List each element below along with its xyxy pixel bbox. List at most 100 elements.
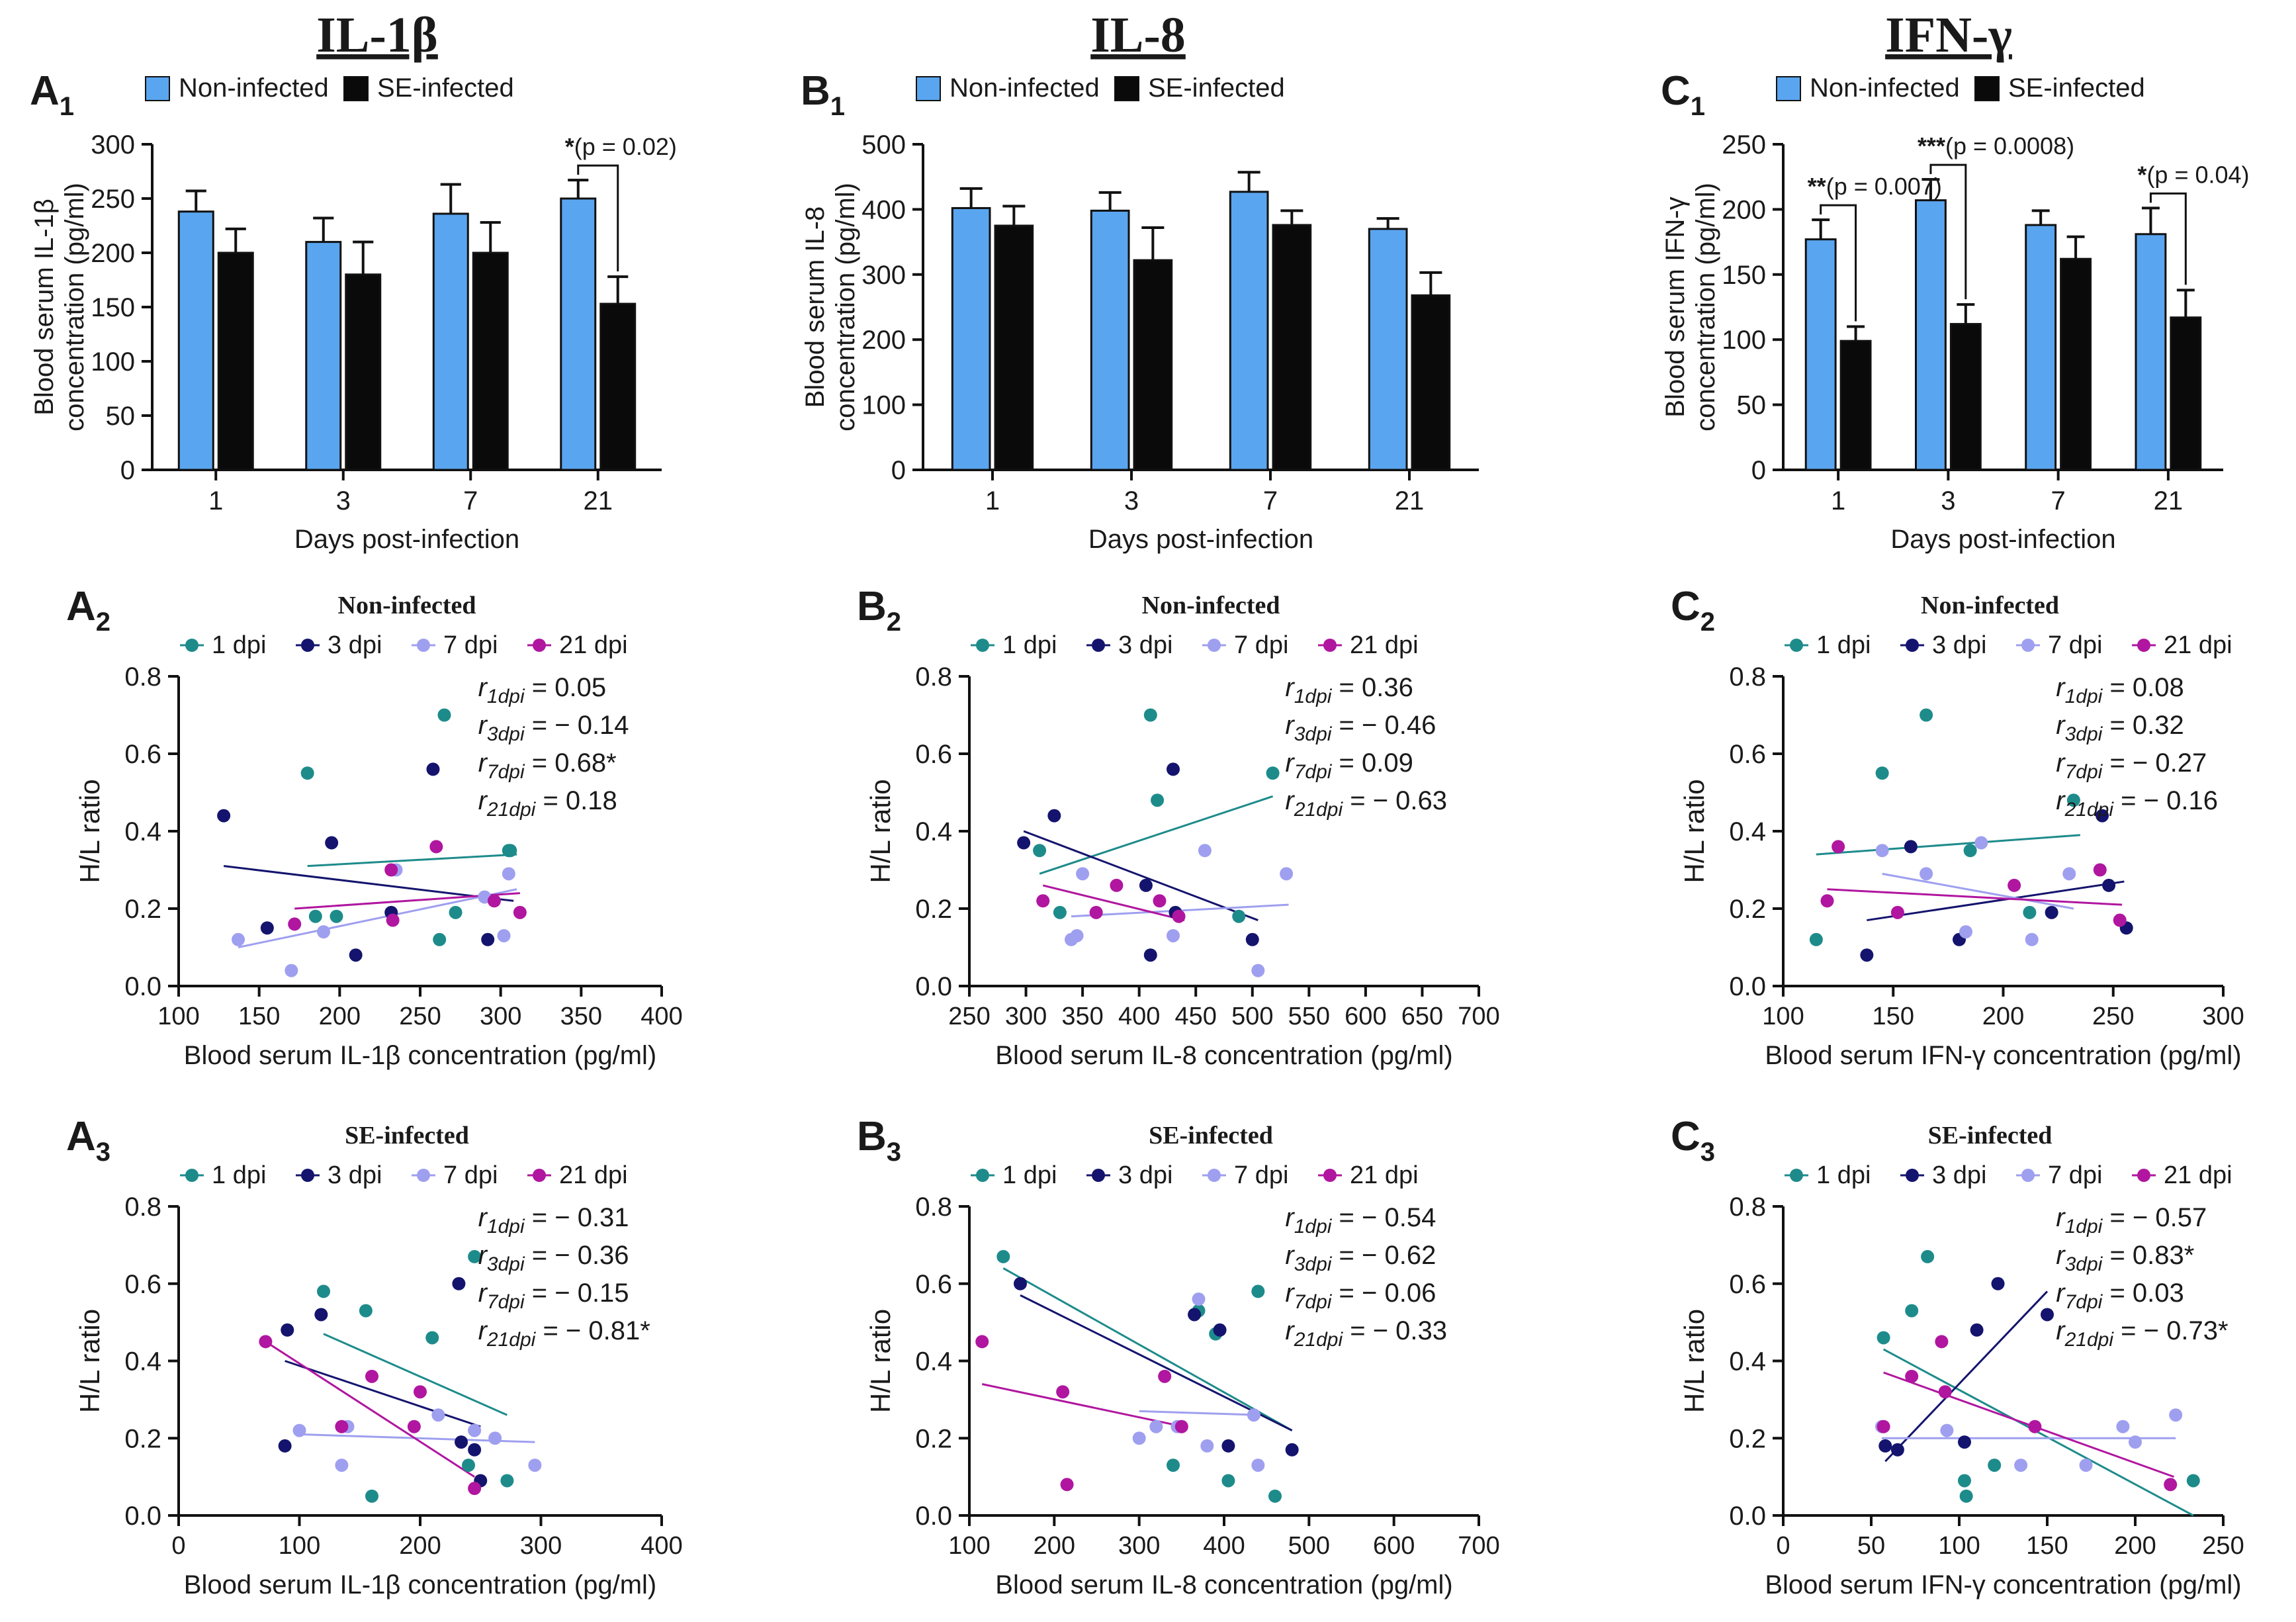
point-7-dpi — [317, 925, 330, 939]
point-1-dpi — [300, 766, 314, 780]
point-3-dpi — [481, 932, 495, 946]
legend-label: SE-infected — [1148, 73, 1285, 103]
bar-non-infected — [560, 197, 597, 471]
correlation-label: r1dpi = − 0.54 — [1285, 1203, 1436, 1238]
legend-swatch — [1114, 76, 1139, 101]
scatter-title: SE-infected — [1928, 1122, 2053, 1149]
bar-se-infected — [1839, 339, 1872, 471]
point-21-dpi — [513, 905, 527, 919]
y-tick-label: 300 — [861, 261, 906, 290]
bar-panel-A1: A1 Non-infected SE-infected 0 50 100 150 200 250… — [30, 68, 677, 554]
point-3-dpi — [1991, 1277, 2005, 1290]
legend-label: 3 dpi — [328, 1161, 382, 1189]
point-21-dpi — [975, 1335, 989, 1349]
bar-se-infected — [1272, 224, 1312, 471]
bar-non-infected — [1368, 228, 1408, 471]
y-tick-label: 0.4 — [124, 817, 161, 846]
x-tick-label: 350 — [1061, 1003, 1103, 1030]
point-1-dpi — [1266, 766, 1280, 780]
legend-dot — [301, 1169, 314, 1182]
y-tick-label: 0.6 — [915, 740, 952, 769]
x-tick-label: 100 — [279, 1532, 320, 1560]
y-tick-label: 0.2 — [1729, 1424, 1766, 1453]
y-tick-label: 200 — [861, 326, 906, 355]
x-tick-label: 500 — [1231, 1003, 1273, 1030]
point-1-dpi — [1988, 1459, 2002, 1472]
point-1-dpi — [2186, 1474, 2200, 1488]
x-axis-title: Blood serum IL-8 concentration (pg/ml) — [995, 1041, 1452, 1070]
y-axis-title: Blood serum IFN-γconcentration (pg/ml) — [1661, 183, 1720, 431]
x-tick-label: 400 — [1118, 1003, 1160, 1030]
point-3-dpi — [314, 1308, 328, 1322]
point-7-dpi — [1959, 925, 1972, 939]
legend-label: Non-infected — [179, 73, 329, 103]
column-title-il8: IL-8 — [1090, 7, 1186, 63]
x-tick-label: 400 — [640, 1532, 682, 1560]
scatter-title: Non-infected — [338, 592, 476, 619]
x-tick-label: 600 — [1345, 1003, 1386, 1030]
legend-dot — [1208, 639, 1221, 652]
x-tick-label: 200 — [1982, 1003, 2024, 1030]
correlation-label: r3dpi = − 0.46 — [1285, 711, 1436, 745]
legend-swatch — [1974, 76, 2000, 101]
x-tick-label: 150 — [238, 1003, 280, 1030]
point-1-dpi — [308, 909, 322, 923]
point-3-dpi — [2102, 878, 2116, 892]
bar-non-infected — [305, 241, 342, 471]
fit-line-3-dpi — [285, 1360, 481, 1428]
point-1-dpi — [1232, 909, 1246, 923]
x-tick-label: 200 — [399, 1532, 441, 1560]
point-1-dpi — [2023, 905, 2037, 919]
correlation-label: r3dpi = − 0.14 — [478, 711, 629, 745]
x-axis-title: Days post-infection — [1088, 525, 1313, 554]
point-21-dpi — [1036, 894, 1050, 908]
correlation-label: r1dpi = − 0.31 — [478, 1203, 629, 1238]
point-21-dpi — [487, 894, 501, 908]
legend-swatch — [916, 76, 941, 101]
point-3-dpi — [1904, 840, 1918, 854]
y-tick-label: 50 — [106, 402, 136, 431]
y-tick-label: 0.2 — [915, 895, 952, 924]
y-tick-label: 400 — [861, 195, 906, 224]
x-tick-label: 0 — [1776, 1532, 1790, 1560]
point-7-dpi — [1251, 964, 1265, 977]
x-tick-label: 150 — [2026, 1532, 2068, 1560]
significance-label: *(p = 0.02) — [565, 133, 677, 160]
point-7-dpi — [1167, 928, 1180, 942]
point-21-dpi — [429, 840, 443, 854]
legend-label: 7 dpi — [2048, 631, 2102, 659]
point-7-dpi — [1920, 867, 1933, 881]
point-3-dpi — [2041, 1308, 2054, 1322]
fit-line-1-dpi — [1816, 834, 2080, 856]
x-tick-label: 200 — [1034, 1532, 1075, 1560]
legend-dot — [533, 1169, 546, 1182]
point-1-dpi — [330, 909, 343, 923]
y-tick-label: 150 — [91, 293, 135, 322]
point-1-dpi — [2066, 793, 2080, 807]
x-axis-title: Days post-infection — [1890, 525, 2115, 554]
legend-swatch — [1776, 76, 1801, 101]
bar-se-infected — [472, 251, 509, 471]
x-tick-label: 400 — [1203, 1532, 1245, 1560]
y-axis-title: H/L ratio — [74, 1309, 105, 1413]
correlation-label: r21dpi = − 0.81* — [478, 1316, 650, 1351]
legend-dot — [1790, 639, 1803, 652]
point-21-dpi — [384, 863, 398, 877]
legend-label: 21 dpi — [1350, 1161, 1419, 1189]
correlation-label: r1dpi = 0.08 — [2056, 673, 2184, 707]
fit-line-3-dpi — [1023, 830, 1258, 921]
point-7-dpi — [1076, 867, 1090, 881]
point-7-dpi — [285, 964, 298, 977]
legend-label: Non-infected — [1810, 73, 1960, 103]
point-21-dpi — [259, 1335, 273, 1349]
y-tick-label: 0.8 — [124, 662, 161, 692]
point-21-dpi — [1905, 1369, 1919, 1383]
legend-label: Non-infected — [949, 73, 1100, 103]
panel-label-C2: C2 — [1671, 584, 1715, 637]
y-axis-title: H/L ratio — [1679, 1309, 1710, 1413]
point-3-dpi — [1245, 932, 1259, 946]
x-tick-label: 7 — [463, 486, 478, 516]
fit-line-1-dpi — [1882, 1348, 2194, 1517]
point-1-dpi — [1957, 1474, 1971, 1488]
legend-label: 1 dpi — [1002, 631, 1057, 659]
